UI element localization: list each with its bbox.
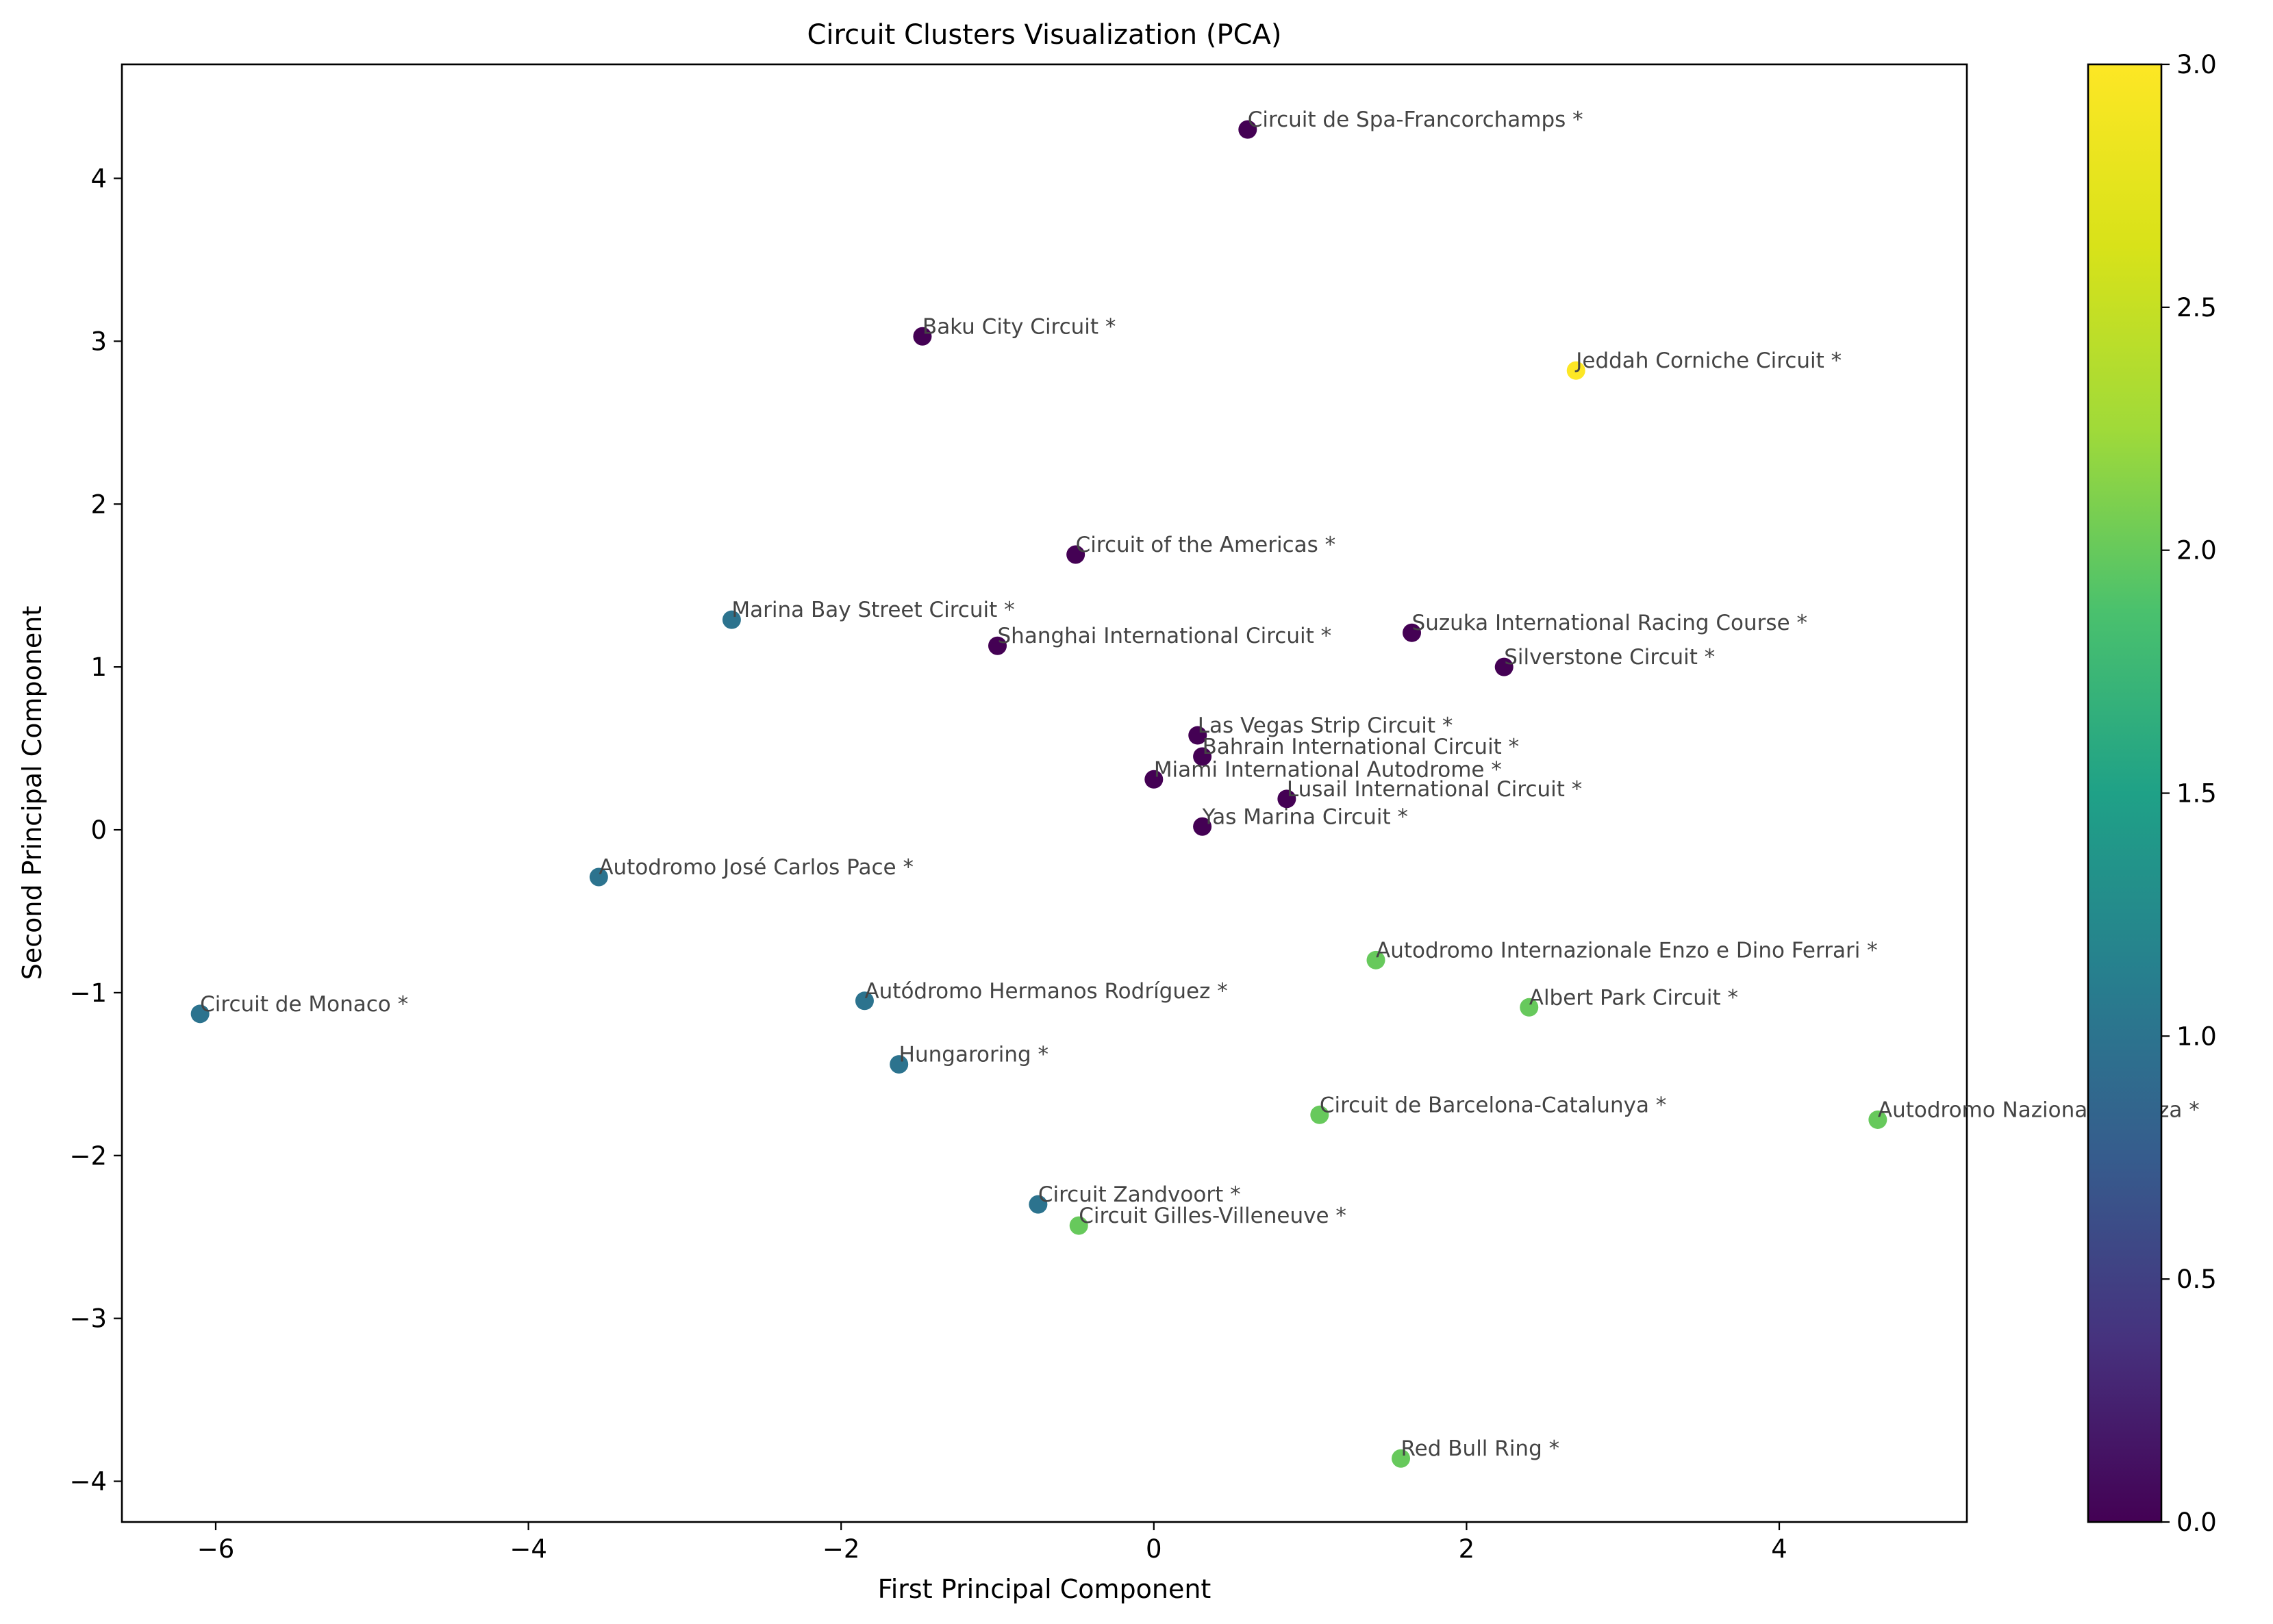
point-label: Circuit Gilles-Villeneuve * xyxy=(1079,1204,1346,1228)
plot-area-frame xyxy=(121,63,1968,1523)
y-tick-label: −2 xyxy=(69,1141,107,1171)
point-label: Jeddah Corniche Circuit * xyxy=(1574,348,1842,373)
scatter-point xyxy=(1392,1449,1411,1468)
point-label: Silverstone Circuit * xyxy=(1504,645,1715,670)
colorbar-tick-label: 0.5 xyxy=(2176,1265,2217,1294)
point-label: Bahrain International Circuit * xyxy=(1203,735,1520,759)
point-label: Marina Bay Street Circuit * xyxy=(731,598,1014,622)
scatter-point xyxy=(190,1004,210,1024)
y-tick-label: −1 xyxy=(69,978,107,1008)
point-label: Red Bull Ring * xyxy=(1401,1436,1560,1461)
x-tick-label: 0 xyxy=(1146,1534,1162,1564)
point-label: Yas Marina Circuit * xyxy=(1202,804,1408,829)
scatter-point xyxy=(1238,120,1257,139)
point-label: Circuit de Monaco * xyxy=(200,992,408,1017)
point-label: Circuit de Spa-Francorchamps * xyxy=(1248,107,1583,132)
colorbar-tick-label: 1.0 xyxy=(2176,1022,2217,1051)
point-label: Miami International Autodrome * xyxy=(1154,757,1502,782)
point-label: Circuit of the Americas * xyxy=(1076,533,1335,557)
scatter-point xyxy=(1066,545,1085,564)
colorbar-tick-label: 3.0 xyxy=(2176,50,2217,79)
scatter-point xyxy=(855,991,874,1011)
colorbar-tick-label: 1.5 xyxy=(2176,779,2217,809)
scatter-point xyxy=(1494,657,1514,676)
point-label: Baku City Circuit * xyxy=(922,314,1116,339)
y-tick-label: −3 xyxy=(69,1304,107,1334)
colorbar-tick-label: 2.0 xyxy=(2176,536,2217,566)
scatter-point xyxy=(1193,747,1212,766)
scatter-point xyxy=(1069,1216,1088,1235)
scatter-point xyxy=(1403,623,1422,642)
y-tick-label: −4 xyxy=(69,1467,107,1497)
x-axis-label: First Principal Component xyxy=(878,1574,1211,1604)
scatter-point xyxy=(988,636,1007,655)
scatter-point xyxy=(1144,770,1164,789)
scatter-point xyxy=(589,867,608,887)
y-axis-label: Second Principal Component xyxy=(17,606,47,980)
point-label: Suzuka International Racing Course * xyxy=(1412,611,1807,635)
scatter-point xyxy=(1868,1110,1887,1129)
y-tick-label: 3 xyxy=(90,327,107,356)
point-label: Hungaroring * xyxy=(899,1043,1048,1067)
x-axis-ticks: −6 −4 −2 0 2 4 xyxy=(197,1522,1787,1564)
point-label: Albert Park Circuit * xyxy=(1529,985,1738,1010)
point-label: Circuit Zandvoort * xyxy=(1038,1182,1241,1207)
scatter-point xyxy=(1277,789,1296,809)
colorbar-tick-label: 2.5 xyxy=(2176,293,2217,322)
scatter-point xyxy=(1188,726,1207,745)
colorbar-tick-label: 0.0 xyxy=(2176,1508,2217,1537)
scatter-point xyxy=(1566,361,1585,380)
scatter-point xyxy=(1029,1195,1048,1214)
point-label: Lusail International Circuit * xyxy=(1287,777,1582,802)
y-tick-label: 2 xyxy=(90,490,107,519)
colorbar xyxy=(2087,63,2163,1523)
x-tick-label: 4 xyxy=(1771,1534,1787,1564)
scatter-point xyxy=(1520,998,1539,1017)
scatter-point xyxy=(890,1055,909,1074)
scatter-point xyxy=(1193,817,1212,836)
x-tick-label: −6 xyxy=(197,1534,235,1564)
x-tick-label: 2 xyxy=(1459,1534,1475,1564)
y-tick-label: 4 xyxy=(90,164,107,194)
chart-title: Circuit Clusters Visualization (PCA) xyxy=(807,19,1282,51)
point-label: Autodromo Internazionale Enzo e Dino Fer… xyxy=(1376,938,1878,963)
scatter-point xyxy=(722,610,741,629)
x-tick-label: −2 xyxy=(822,1534,860,1564)
scatter-points xyxy=(190,120,1887,1468)
point-labels: Circuit de Spa-Francorchamps * Baku City … xyxy=(200,107,2200,1461)
point-label: Autodromo José Carlos Pace * xyxy=(599,855,914,880)
y-tick-label: 1 xyxy=(90,652,107,682)
x-tick-label: −4 xyxy=(510,1534,547,1564)
point-label: Circuit de Barcelona-Catalunya * xyxy=(1320,1093,1667,1117)
colorbar-ticks: 0.0 0.5 1.0 1.5 2.0 2.5 3.0 xyxy=(2161,50,2217,1537)
point-label: Shanghai International Circuit * xyxy=(998,624,1332,648)
y-tick-label: 0 xyxy=(90,815,107,845)
scatter-point xyxy=(913,327,932,346)
scatter-point xyxy=(1366,950,1385,969)
y-axis-ticks: −4 −3 −2 −1 0 1 2 3 4 xyxy=(69,164,122,1497)
scatter-point xyxy=(1310,1105,1329,1124)
point-label: Las Vegas Strip Circuit * xyxy=(1198,713,1453,738)
point-label: Autódromo Hermanos Rodríguez * xyxy=(864,979,1227,1004)
